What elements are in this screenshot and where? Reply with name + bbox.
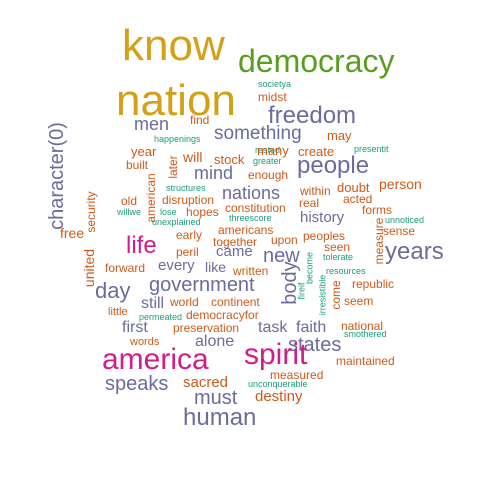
word-upon: upon bbox=[271, 233, 298, 247]
word-create: create bbox=[298, 144, 335, 159]
word-know: know bbox=[122, 21, 225, 70]
word-security: security bbox=[84, 191, 98, 233]
word-early: early bbox=[176, 228, 203, 242]
word-unnoticed: unnoticed bbox=[385, 215, 425, 225]
word-democracyfor: democracyfor bbox=[186, 308, 259, 322]
word-peoples: peoples bbox=[303, 229, 346, 243]
word-national: national bbox=[341, 319, 384, 333]
word-little: little bbox=[108, 306, 128, 318]
word-old: old bbox=[121, 194, 138, 208]
word-maintained: maintained bbox=[336, 354, 395, 368]
word-doubt: doubt bbox=[337, 180, 370, 195]
word-democracy: democracy bbox=[238, 43, 395, 79]
word-irresistible: irresistible bbox=[317, 274, 328, 316]
word-world: world bbox=[170, 295, 199, 309]
word-free: free bbox=[60, 225, 85, 241]
word-forward: forward bbox=[105, 261, 146, 275]
word-willwe: willwe bbox=[117, 207, 142, 217]
word-written: written bbox=[233, 264, 269, 278]
word-united: united bbox=[81, 248, 97, 288]
word-unexplained: unexplained bbox=[152, 217, 201, 227]
word-must: must bbox=[194, 387, 238, 409]
word-measure: measure bbox=[372, 217, 386, 265]
word-destiny: destiny bbox=[255, 388, 303, 405]
word-life: life bbox=[126, 232, 157, 259]
word-enough: enough bbox=[248, 168, 289, 182]
word-states: states bbox=[288, 334, 342, 356]
word-history: history bbox=[300, 209, 345, 226]
word-task: task bbox=[258, 319, 288, 336]
word-constitution: constitution bbox=[225, 201, 286, 215]
word-year: year bbox=[131, 144, 157, 159]
word-will: will bbox=[183, 149, 203, 165]
word-nations: nations bbox=[222, 183, 281, 203]
word-forms: forms bbox=[362, 203, 392, 217]
word-many: many bbox=[257, 143, 289, 158]
word-real: real bbox=[299, 196, 320, 210]
word-something: something bbox=[214, 123, 302, 144]
word-rested: rested bbox=[255, 145, 281, 155]
word-came: came bbox=[216, 243, 253, 260]
word-american: american bbox=[144, 173, 158, 223]
word-sense: sense bbox=[383, 224, 416, 238]
word-seem: seem bbox=[344, 294, 374, 308]
word-built: built bbox=[126, 158, 149, 172]
word-midst: midst bbox=[258, 90, 287, 104]
word-happenings: happenings bbox=[154, 134, 201, 144]
word-together: together bbox=[213, 235, 258, 249]
word-become: become bbox=[304, 251, 315, 285]
word-permeated: permeated bbox=[139, 312, 183, 322]
word-find: find bbox=[190, 113, 210, 127]
word-threescore: threescore bbox=[229, 213, 272, 223]
word-tolerate: tolerate bbox=[323, 252, 354, 262]
word-character0: character(0) bbox=[46, 122, 68, 230]
word-america: america bbox=[102, 343, 209, 376]
word-first: first bbox=[122, 319, 148, 336]
word-person: person bbox=[379, 176, 422, 192]
word-greater: greater bbox=[253, 156, 282, 166]
word-every: every bbox=[158, 257, 195, 274]
word-may: may bbox=[327, 128, 352, 143]
word-within: within bbox=[300, 184, 331, 198]
word-measured: measured bbox=[270, 368, 324, 382]
word-government: government bbox=[149, 274, 255, 296]
word-americans: americans bbox=[218, 223, 274, 237]
word-new: new bbox=[263, 245, 300, 267]
word-words: words bbox=[130, 336, 160, 348]
word-sacred: sacred bbox=[183, 374, 229, 391]
word-acted: acted bbox=[343, 192, 373, 206]
word-lose: lose bbox=[160, 207, 177, 217]
word-still: still bbox=[141, 295, 165, 312]
word-preservation: preservation bbox=[173, 321, 240, 335]
word-societya: societya bbox=[258, 79, 292, 89]
word-resources: resources bbox=[326, 266, 366, 276]
word-freedom: freedom bbox=[268, 102, 357, 129]
word-human: human bbox=[183, 404, 257, 431]
word-later: later bbox=[166, 155, 180, 179]
word-people: people bbox=[297, 152, 370, 179]
word-mind: mind bbox=[194, 163, 234, 183]
word-presentit: presentit bbox=[354, 144, 389, 154]
word-hopes: hopes bbox=[186, 205, 219, 219]
word-men: men bbox=[134, 114, 170, 134]
word-speaks: speaks bbox=[105, 373, 169, 395]
word-structures: structures bbox=[166, 183, 206, 193]
word-years: years bbox=[385, 238, 444, 265]
word-disruption: disruption bbox=[162, 193, 215, 207]
word-day: day bbox=[95, 278, 131, 303]
word-come: come bbox=[329, 280, 343, 310]
word-spirit: spirit bbox=[244, 338, 308, 371]
word-unconquerable: unconquerable bbox=[248, 379, 308, 389]
word-continent: continent bbox=[211, 295, 260, 309]
word-like: like bbox=[205, 259, 227, 275]
word-alone: alone bbox=[195, 333, 235, 350]
word-peril: peril bbox=[176, 245, 199, 259]
word-republic: republic bbox=[352, 277, 395, 291]
word-smothered: smothered bbox=[344, 329, 387, 339]
word-seen: seen bbox=[324, 240, 351, 254]
word-stock: stock bbox=[214, 152, 245, 167]
word-nation: nation bbox=[116, 76, 236, 125]
word-faith: faith bbox=[296, 319, 327, 336]
